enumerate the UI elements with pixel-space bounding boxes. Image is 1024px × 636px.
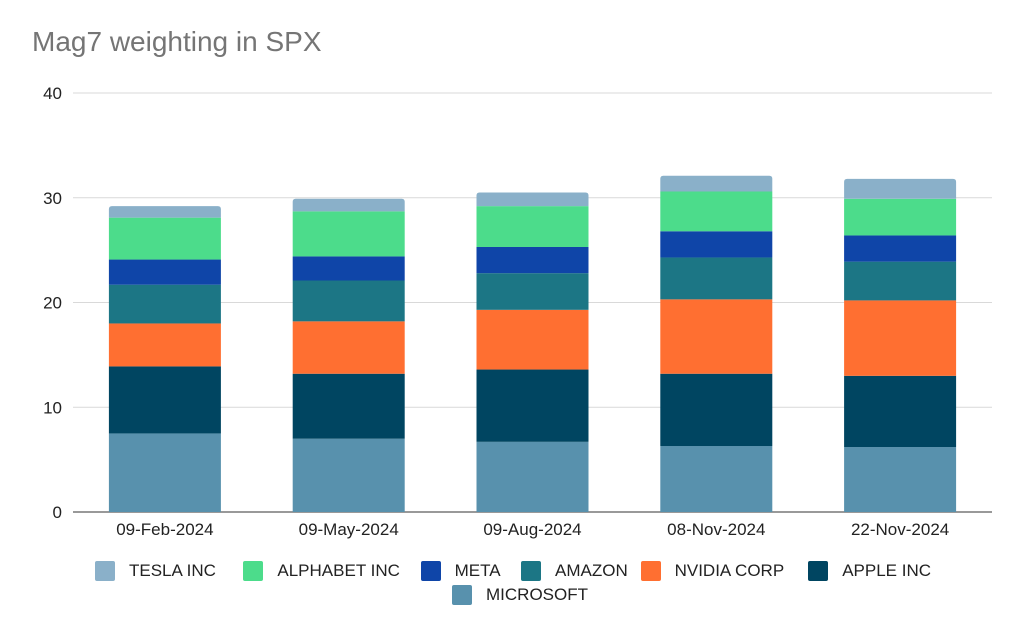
legend-swatch (640, 561, 661, 581)
legend-swatch (521, 561, 541, 581)
bar-segment (292, 438, 405, 512)
y-tick-label: 40 (43, 84, 62, 103)
bar-segment (660, 299, 773, 374)
bar-segment (476, 441, 589, 512)
bar-segment (660, 191, 773, 232)
bar-segment (108, 323, 221, 367)
bar-segment (844, 375, 957, 448)
x-tick-label: 22-Nov-2024 (851, 520, 949, 539)
bar-segment (108, 259, 221, 285)
bar-segment (476, 246, 589, 274)
bar-segment (108, 433, 221, 512)
legend-swatch (452, 585, 472, 605)
legend-swatch (243, 561, 264, 581)
legend-item: TESLA INC (95, 561, 216, 581)
legend-swatch (808, 561, 829, 581)
legend-item: NVIDIA CORP (640, 561, 785, 581)
bar-segment (292, 373, 405, 439)
bar-segment (660, 257, 773, 300)
bar-segment (844, 198, 957, 236)
y-tick-label: 20 (43, 294, 62, 313)
bar-segment (476, 192, 589, 207)
legend-swatch (95, 561, 115, 581)
bar-segment (844, 300, 957, 376)
legend-swatch (420, 561, 441, 581)
y-tick-label: 30 (43, 189, 62, 208)
legend-label: MICROSOFT (486, 585, 588, 604)
legend-item: AMAZON (521, 561, 628, 581)
bar-segment (108, 366, 221, 434)
bar-segment (476, 273, 589, 310)
bar-segment (108, 284, 221, 324)
x-tick-label: 08-Nov-2024 (667, 520, 765, 539)
bar-segment (292, 198, 405, 212)
bar-segment (844, 447, 957, 512)
bar-segment (844, 261, 957, 301)
legend-label: ALPHABET INC (277, 561, 400, 580)
bar-segment (660, 446, 773, 512)
legend-item: APPLE INC (808, 561, 931, 581)
legend-label: NVIDIA CORP (674, 561, 785, 580)
y-tick-label: 0 (53, 503, 62, 522)
bar-segment (292, 211, 405, 257)
bar-segment (660, 175, 773, 192)
bar-segment (292, 321, 405, 374)
x-tick-label: 09-Aug-2024 (483, 520, 581, 539)
legend-label: META (454, 561, 501, 580)
bar-segment (660, 373, 773, 447)
bar-segment (292, 280, 405, 322)
bar-segment (476, 206, 589, 247)
bar-segment (844, 235, 957, 262)
bar-segment (108, 217, 221, 260)
bar-segment (108, 206, 221, 218)
legend-item: META (420, 561, 501, 581)
bar-segment (476, 309, 589, 370)
legend-item: MICROSOFT (452, 585, 588, 605)
bar-segment (844, 178, 957, 199)
legend-label: APPLE INC (842, 561, 931, 580)
bar-segment (660, 231, 773, 258)
chart-title: Mag7 weighting in SPX (32, 26, 322, 57)
x-tick-label: 09-Feb-2024 (116, 520, 213, 539)
bar-segment (292, 256, 405, 281)
bar-segment (476, 369, 589, 442)
legend-label: AMAZON (555, 561, 628, 580)
legend-label: TESLA INC (129, 561, 216, 580)
legend-item: ALPHABET INC (243, 561, 400, 581)
x-tick-label: 09-May-2024 (299, 520, 399, 539)
y-tick-label: 10 (43, 398, 62, 417)
